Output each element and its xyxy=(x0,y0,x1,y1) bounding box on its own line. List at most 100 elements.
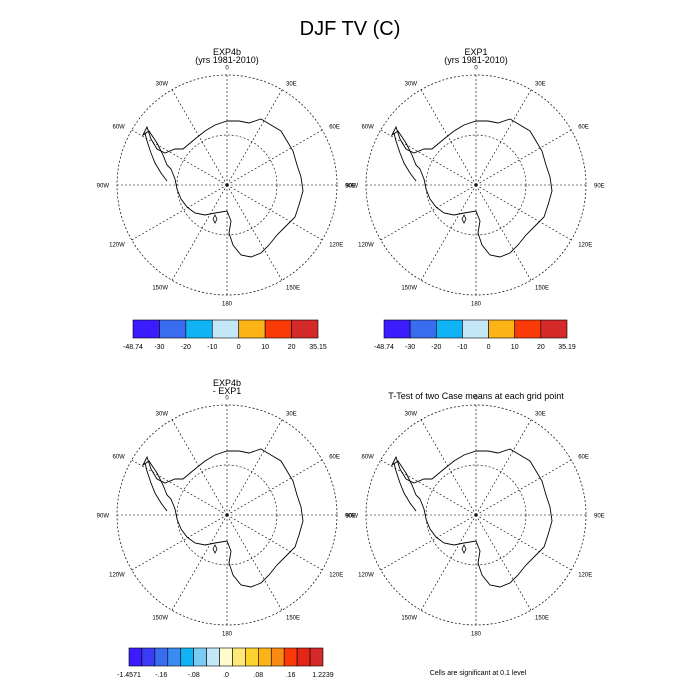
meridian-line xyxy=(131,184,228,241)
longitude-label-150e: 150E xyxy=(286,286,300,292)
colorbar-swatch xyxy=(291,319,319,339)
longitude-label-90w: 90W xyxy=(97,184,110,190)
longitude-label-90e: 90E xyxy=(594,514,605,520)
longitude-label-60w: 60W xyxy=(361,125,374,131)
panel-title-line-2: - EXP1 xyxy=(213,386,242,396)
longitude-label-30w: 30W xyxy=(405,411,418,417)
island-coastline xyxy=(461,544,467,554)
map-panel-ttest: T-Test of two Case means at each grid po… xyxy=(346,391,605,638)
colorbar-label: 10 xyxy=(511,344,519,351)
panel-title-line-1: EXP4b xyxy=(213,378,241,388)
map-panel-exp4b: EXP4b (yrs 1981-2010) 0 30E 60E 90E 120E 150E… xyxy=(97,47,356,308)
island-coastline xyxy=(212,214,218,224)
meridian-line xyxy=(420,514,477,611)
longitude-label-60e: 60E xyxy=(578,455,589,461)
meridian-line xyxy=(171,419,228,516)
colorbar-label: .0 xyxy=(223,672,229,679)
longitude-label-150w: 150W xyxy=(401,286,417,292)
longitude-label-30e: 30E xyxy=(535,411,546,417)
meridian-line xyxy=(475,514,572,571)
meridian-line xyxy=(226,184,323,241)
longitude-label-150w: 150W xyxy=(152,286,168,292)
colorbar-swatch xyxy=(383,319,411,339)
antarctic-peninsula-coastline xyxy=(393,462,417,512)
longitude-label-60w: 60W xyxy=(112,455,125,461)
colorbar-label: -10 xyxy=(207,344,217,351)
colorbar-label: -.08 xyxy=(188,672,200,679)
longitude-label-30w: 30W xyxy=(156,411,169,417)
meridian-line xyxy=(171,89,228,186)
longitude-label-180: 180 xyxy=(222,302,233,308)
panel-title-line-1: EXP1 xyxy=(464,47,487,57)
colorbar-swatch xyxy=(435,319,463,339)
colorbar-label: -20 xyxy=(431,344,441,351)
longitude-label-180: 180 xyxy=(222,632,233,638)
antarctica-coastline xyxy=(390,448,553,588)
colorbar-swatch xyxy=(180,647,194,667)
meridian-line xyxy=(226,184,283,281)
longitude-label-60e: 60E xyxy=(578,125,589,131)
longitude-label-90w: 90W xyxy=(346,514,359,520)
footnote: Cells are significant at 0.1 level xyxy=(430,670,527,677)
panel-title-line-2: (yrs 1981-2010) xyxy=(195,55,259,65)
map-panel-difference: EXP4b - EXP1 0 30E 60E 90E 120E 150E 180 150W 12… xyxy=(97,378,356,638)
meridian-line xyxy=(226,419,283,516)
colorbar-swatch xyxy=(159,319,187,339)
colorbar-swatch xyxy=(185,319,213,339)
longitude-label-30e: 30E xyxy=(286,411,297,417)
map-boundary xyxy=(365,74,587,296)
colorbar-label: -1.4571 xyxy=(117,672,141,679)
colorbar-swatch xyxy=(514,319,542,339)
longitude-label-120e: 120E xyxy=(578,573,592,579)
longitude-label-90w: 90W xyxy=(97,514,110,520)
map-panel-exp1: EXP1 (yrs 1981-2010) 0 30E 60E 90E 120E 150E 1… xyxy=(346,47,605,308)
longitude-label-0: 0 xyxy=(225,66,229,72)
longitude-label-150e: 150E xyxy=(286,616,300,622)
panel-title-line-1: EXP4b xyxy=(213,47,241,57)
colorbar-swatch xyxy=(283,647,298,667)
colorbar-label: 35.15 xyxy=(309,344,327,351)
colorbar-label: 0 xyxy=(237,344,241,351)
longitude-label-60e: 60E xyxy=(329,455,340,461)
longitude-label-0: 0 xyxy=(474,396,478,402)
colorbar-label: 0 xyxy=(487,344,491,351)
meridian-line xyxy=(380,184,477,241)
longitude-label-0: 0 xyxy=(225,396,229,402)
colorbar-swatch xyxy=(270,647,285,667)
longitude-label-60e: 60E xyxy=(329,125,340,131)
longitude-label-120w: 120W xyxy=(109,243,125,249)
colorbar-swatch xyxy=(193,647,207,667)
colorbar-swatch xyxy=(128,647,143,667)
meridian-line xyxy=(475,184,532,281)
antarctic-peninsula-coastline xyxy=(144,132,168,182)
colorbar-exp4b: -48.74 -30 -20 -10 0 10 20 35.15 xyxy=(123,319,327,351)
meridian-line xyxy=(420,89,477,186)
colorbar-label: -.16 xyxy=(155,672,167,679)
antarctica-coastline xyxy=(390,118,553,258)
meridian-line xyxy=(475,419,532,516)
meridian-line xyxy=(475,129,572,186)
colorbar-label: 35.19 xyxy=(558,344,576,351)
latitude-circle xyxy=(425,464,527,566)
colorbar-swatch xyxy=(540,319,568,339)
longitude-label-120w: 120W xyxy=(358,573,374,579)
colorbar-swatch xyxy=(232,647,246,667)
colorbar-label: 1.2239 xyxy=(312,672,334,679)
meridian-line xyxy=(380,514,477,571)
longitude-label-150e: 150E xyxy=(535,286,549,292)
colorbar-label: -20 xyxy=(181,344,191,351)
colorbar-label: -30 xyxy=(154,344,164,351)
colorbar-exp1: -48.74 -30 -20 -10 0 10 20 35.19 xyxy=(374,319,576,351)
meridian-line xyxy=(226,459,323,516)
longitude-label-30w: 30W xyxy=(156,81,169,87)
longitude-label-120e: 120E xyxy=(329,573,343,579)
colorbar-label: -48.74 xyxy=(123,344,143,351)
colorbar-swatch xyxy=(245,647,259,667)
longitude-label-180: 180 xyxy=(471,302,482,308)
colorbar-swatch xyxy=(132,319,160,339)
colorbar-swatch xyxy=(309,647,324,667)
longitude-label-30e: 30E xyxy=(535,81,546,87)
longitude-label-60w: 60W xyxy=(361,455,374,461)
meridian-line xyxy=(226,89,283,186)
